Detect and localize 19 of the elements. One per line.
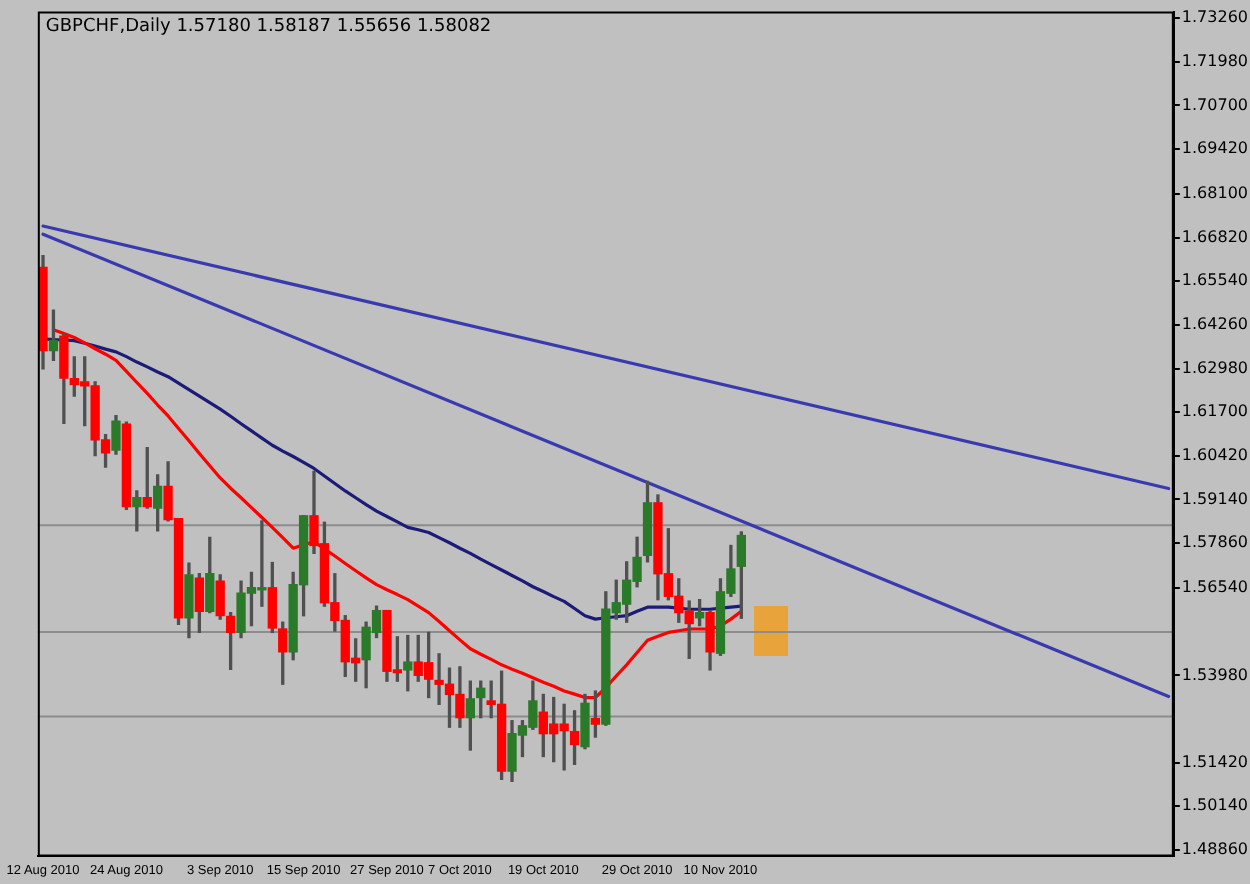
y-tick-label: 1.62980 [1181,358,1249,377]
y-tick-label: 1.64260 [1181,315,1249,334]
y-tick-label: 1.69420 [1181,139,1249,158]
y-tick-label: 1.57860 [1181,533,1249,552]
y-tick-label: 1.61700 [1181,402,1249,421]
y-tick-label: 1.65540 [1181,271,1249,290]
y-tick-label: 1.60420 [1181,445,1249,464]
y-tick-label: 1.70700 [1181,95,1249,114]
y-tick-label: 1.73260 [1181,8,1249,27]
y-tick-label: 1.53980 [1181,665,1249,684]
y-tick-label: 1.50140 [1181,796,1249,815]
y-tick-label: 1.71980 [1181,51,1249,70]
chart-title: GBPCHF,Daily 1.57180 1.58187 1.55656 1.58082 [45,17,492,38]
y-tick-label: 1.51420 [1181,752,1249,771]
y-tick-label: 1.48860 [1181,840,1249,859]
y-tick-label: 1.68100 [1181,184,1249,203]
y-tick-label: 1.56540 [1181,578,1249,597]
y-tick-label: 1.59140 [1181,489,1249,508]
y-tick-label: 1.66820 [1181,227,1249,246]
